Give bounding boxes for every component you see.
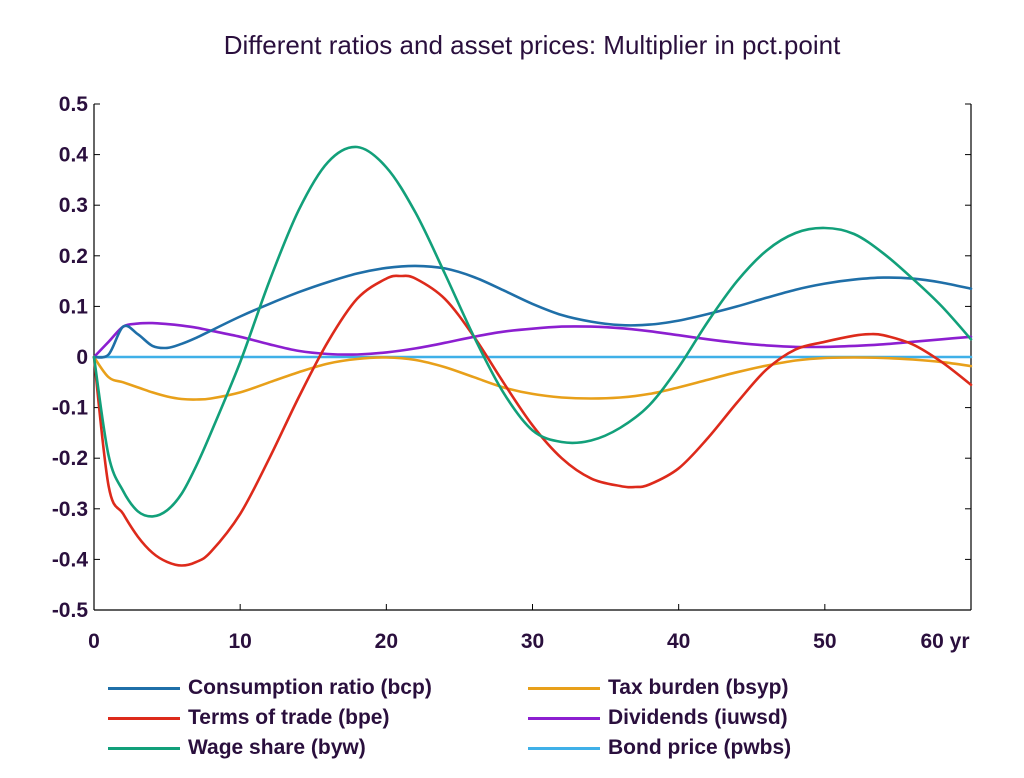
series-line-wage-share <box>92 145 973 518</box>
y-tick-label: -0.5 <box>52 599 89 622</box>
series-line-tax-burden <box>92 355 973 401</box>
y-tick-label: 0.4 <box>59 144 89 167</box>
x-tick-label: 20 <box>375 630 398 653</box>
y-tick-label: -0.4 <box>52 548 89 571</box>
series-line-terms-of-trade <box>92 274 973 567</box>
legend-swatch-tax-burden <box>528 686 600 690</box>
y-tick-label: 0 <box>76 346 88 369</box>
legend-item-dividends: Dividends (iuwsd) <box>528 703 788 733</box>
legend-swatch-consumption-ratio <box>108 686 180 690</box>
tick-labels: 0.5 0.4 0.3 0.2 0.1 0 -0.1 -0.2 -0.3 -0.4 -0.5 0 10 2… <box>52 93 970 653</box>
legend-item-consumption-ratio: Consumption ratio (bcp) <box>108 673 432 703</box>
chart-title: Different ratios and asset prices: Multi… <box>223 30 841 60</box>
y-tick-label: -0.3 <box>52 498 88 521</box>
legend-item-wage-share: Wage share (byw) <box>108 733 366 763</box>
legend-label: Wage share (byw) <box>188 736 366 759</box>
legend-item-tax-burden: Tax burden (bsyp) <box>528 673 788 703</box>
y-tick-label: 0.1 <box>59 295 89 318</box>
y-tick-label: 0.3 <box>59 194 88 217</box>
legend-label: Terms of trade (bpe) <box>188 706 390 729</box>
legend-swatch-wage-share <box>108 746 180 750</box>
x-tick-label: 50 <box>813 630 836 653</box>
y-tick-label: 0.5 <box>59 93 89 116</box>
x-tick-label: 60 yr <box>920 630 969 653</box>
legend-swatch-dividends <box>528 716 600 720</box>
x-tick-label: 10 <box>228 630 251 653</box>
x-tick-label: 0 <box>88 630 100 653</box>
legend-label: Consumption ratio (bcp) <box>188 676 432 699</box>
x-tick-label: 30 <box>521 630 544 653</box>
legend-label: Tax burden (bsyp) <box>608 676 789 699</box>
x-tick-label: 40 <box>667 630 690 653</box>
series-line-consumption-ratio <box>92 264 973 359</box>
legend-label: Bond price (pwbs) <box>608 736 792 759</box>
legend-item-bond-price: Bond price (pwbs) <box>528 733 791 763</box>
legend-swatch-bond-price <box>528 746 600 750</box>
y-tick-label: -0.2 <box>52 447 88 470</box>
series-line-dividends <box>92 321 973 359</box>
series-lines <box>92 145 973 567</box>
legend-label: Dividends (iuwsd) <box>608 706 788 729</box>
y-tick-label: 0.2 <box>59 245 88 268</box>
legend-swatch-terms-of-trade <box>108 716 180 720</box>
legend-item-terms-of-trade: Terms of trade (bpe) <box>108 703 389 733</box>
y-tick-label: -0.1 <box>52 397 89 420</box>
